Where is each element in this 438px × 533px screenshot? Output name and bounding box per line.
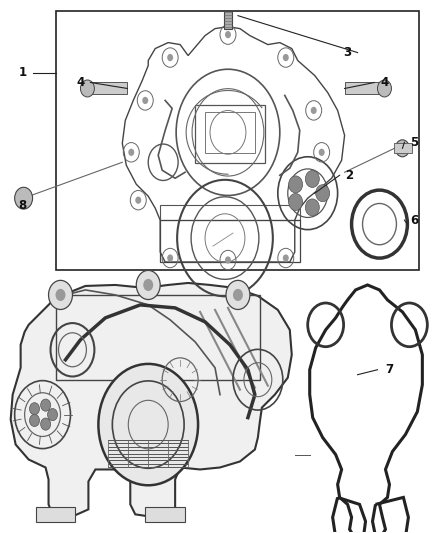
Text: 6: 6 xyxy=(410,214,418,227)
Circle shape xyxy=(143,279,153,291)
Polygon shape xyxy=(11,283,292,518)
Bar xyxy=(395,143,413,154)
Circle shape xyxy=(48,408,57,421)
Circle shape xyxy=(225,256,231,264)
Circle shape xyxy=(378,80,392,97)
Text: 8: 8 xyxy=(18,199,27,212)
Circle shape xyxy=(49,280,72,310)
Bar xyxy=(160,220,300,262)
Circle shape xyxy=(319,149,325,156)
Text: 2: 2 xyxy=(346,169,353,182)
Circle shape xyxy=(128,149,134,156)
Text: 4: 4 xyxy=(380,76,389,89)
Circle shape xyxy=(41,399,51,411)
Text: 4: 4 xyxy=(76,76,85,89)
Bar xyxy=(145,507,185,522)
Circle shape xyxy=(167,54,173,61)
Circle shape xyxy=(289,176,303,193)
Circle shape xyxy=(99,364,198,485)
Circle shape xyxy=(283,54,289,61)
Circle shape xyxy=(311,107,317,114)
Text: 7: 7 xyxy=(385,363,393,376)
Circle shape xyxy=(225,31,231,38)
Text: 1: 1 xyxy=(18,66,27,79)
Bar xyxy=(88,83,127,94)
Circle shape xyxy=(136,270,160,300)
Bar xyxy=(224,11,232,29)
Circle shape xyxy=(316,185,330,201)
Circle shape xyxy=(283,254,289,262)
Circle shape xyxy=(142,97,148,104)
Bar xyxy=(56,11,419,270)
Bar xyxy=(56,295,260,379)
Circle shape xyxy=(396,140,410,157)
Circle shape xyxy=(14,187,32,209)
Circle shape xyxy=(289,193,303,211)
Bar xyxy=(205,112,255,154)
Circle shape xyxy=(167,254,173,262)
Circle shape xyxy=(305,199,319,216)
Circle shape xyxy=(41,418,51,430)
Bar xyxy=(195,106,265,163)
Text: 3: 3 xyxy=(343,46,352,59)
Circle shape xyxy=(305,171,319,188)
Circle shape xyxy=(226,280,250,310)
Circle shape xyxy=(233,289,243,301)
Circle shape xyxy=(135,197,141,204)
Circle shape xyxy=(29,403,39,415)
Circle shape xyxy=(81,80,95,97)
Bar xyxy=(35,507,75,522)
Circle shape xyxy=(29,414,39,426)
Bar xyxy=(160,205,300,220)
Bar xyxy=(345,83,385,94)
Circle shape xyxy=(56,289,66,301)
Text: 5: 5 xyxy=(410,136,418,149)
